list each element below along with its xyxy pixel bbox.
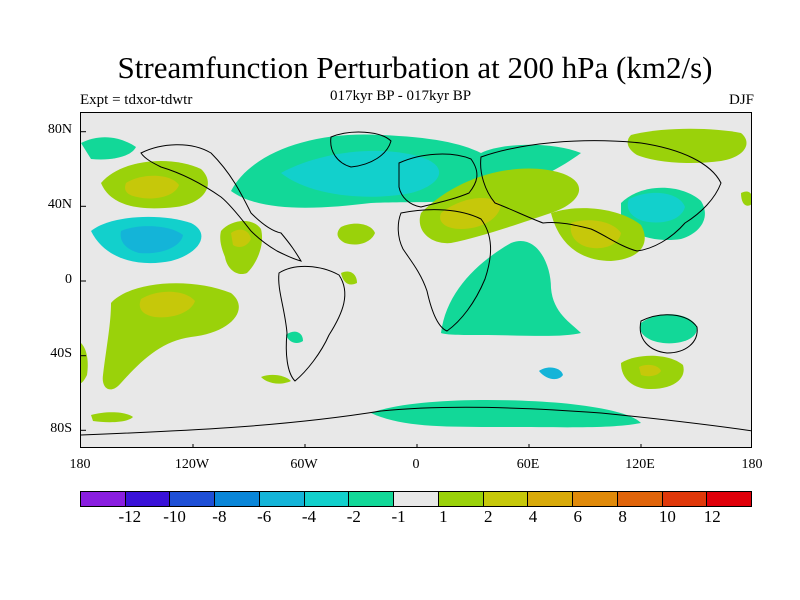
indian-ocean-region — [441, 241, 581, 336]
colorbar-swatch — [81, 492, 126, 506]
europe-coast — [398, 153, 478, 208]
coastlines — [81, 131, 751, 436]
east-pacific-region — [81, 137, 136, 160]
period-label: 017kyr BP - 017kyr BP — [330, 88, 472, 104]
colorbar-tick-label: -6 — [257, 507, 272, 526]
lat-label-0: 0 — [65, 272, 72, 287]
colorbar-tick-label: 8 — [618, 507, 627, 526]
colorbar-tick-label: -12 — [118, 507, 142, 526]
southern-ocean-region — [371, 400, 641, 428]
colorbar-swatch — [304, 492, 350, 506]
colorbar-swatch — [617, 492, 663, 506]
colorbar-swatch — [528, 492, 574, 506]
lon-label-60e: 60E — [516, 457, 540, 472]
positive-anomaly-regions — [81, 128, 751, 423]
colorbar-tick-label: 6 — [573, 507, 583, 526]
australia-region — [640, 314, 697, 344]
graticule — [81, 131, 642, 447]
lon-label-180w: 180 — [69, 457, 91, 472]
colorbar-swatch — [483, 492, 529, 506]
greenland-coast — [330, 131, 392, 168]
experiment-label: Expt = tdxor-tdwtr — [80, 92, 193, 108]
colorbar-tick-label: -1 — [391, 507, 406, 526]
colorbar-tick-label: 1 — [439, 507, 448, 526]
colorbar-tick-label: 10 — [658, 507, 676, 526]
colorbar-swatch — [349, 492, 395, 506]
asia-coast — [480, 140, 722, 252]
south-america-coast — [278, 265, 346, 382]
season-label: DJF — [728, 92, 754, 108]
lat-label-80n: 80N — [47, 122, 72, 137]
lon-label-120w: 120W — [174, 457, 210, 472]
colorbar-swatch — [259, 492, 305, 506]
plot-title: Streamfunction Perturbation at 200 hPa (… — [117, 50, 713, 85]
lat-label-40n: 40N — [47, 197, 72, 212]
australia-coast — [639, 314, 698, 354]
lon-label-180e: 180 — [741, 457, 763, 472]
colorbar-tick-label: 12 — [703, 507, 721, 526]
colorbar-tick-label: -10 — [163, 507, 186, 526]
colorbar-tick-label: 4 — [528, 507, 538, 526]
lon-label-60w: 60W — [290, 457, 318, 472]
colorbar-tick-label: -2 — [346, 507, 361, 526]
streamfunction-map — [81, 128, 751, 447]
colorbar-swatch — [438, 492, 484, 506]
colorbar-tick-label: 2 — [483, 507, 493, 526]
colorbar-swatch — [125, 492, 171, 506]
colorbar-swatch — [573, 492, 618, 506]
colorbar-tick-label: -4 — [301, 507, 317, 526]
lon-label-0: 0 — [412, 457, 420, 472]
lon-label-120e: 120E — [625, 457, 655, 472]
colorbar-swatch — [215, 492, 260, 506]
colorbar-swatch — [394, 492, 439, 506]
colorbar — [80, 491, 752, 507]
lat-label-40s: 40S — [50, 346, 72, 361]
colorbar-swatch — [662, 492, 708, 506]
colorbar-swatch — [170, 492, 216, 506]
lat-label-80s: 80S — [50, 421, 72, 436]
south-america-west-region — [286, 331, 303, 343]
colorbar-swatch — [707, 492, 752, 506]
colorbar-tick-label: -8 — [212, 507, 227, 526]
map-panel — [80, 112, 752, 448]
north-america-coast — [140, 144, 303, 262]
antarctica-coast — [81, 406, 751, 436]
africa-coast — [397, 209, 492, 332]
